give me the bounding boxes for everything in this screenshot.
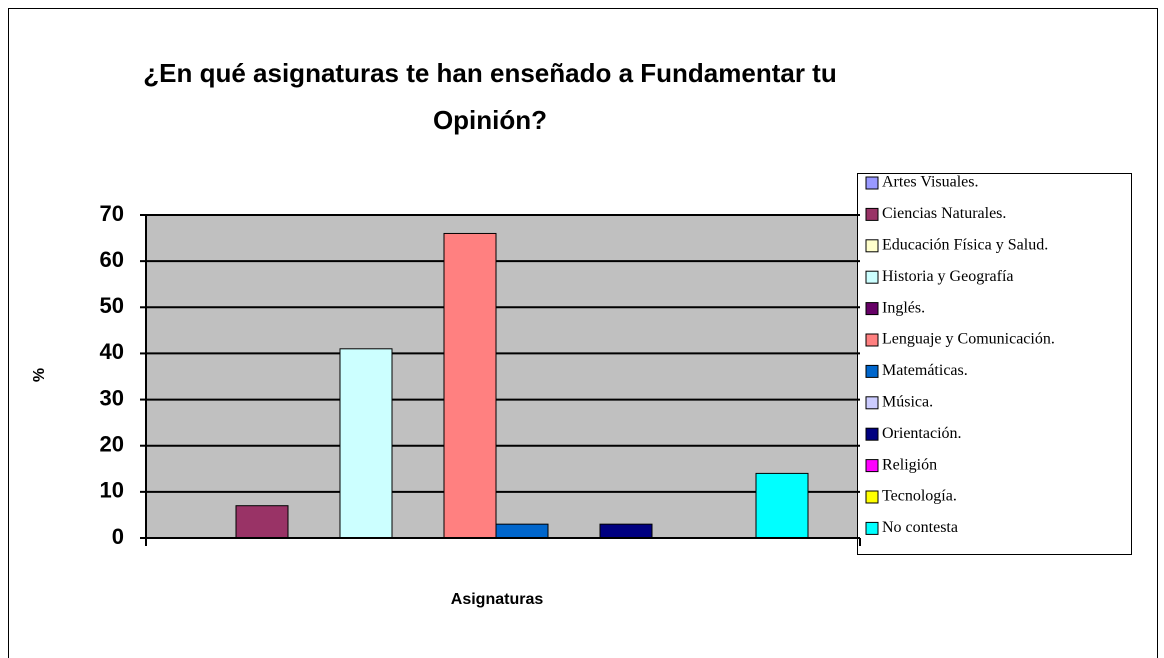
plot-area — [146, 215, 860, 538]
legend-label: Orientación. — [882, 425, 962, 442]
y-tick-label: 60 — [100, 247, 124, 272]
legend-label: Matemáticas. — [882, 362, 968, 379]
legend-box — [857, 173, 1132, 555]
y-tick-label: 10 — [100, 478, 124, 503]
x-axis-label: Asignaturas — [451, 591, 544, 608]
legend-label: Religión — [882, 456, 937, 473]
y-tick-label: 70 — [100, 201, 124, 226]
legend-label: Música. — [882, 393, 933, 410]
legend-swatch — [865, 239, 879, 253]
legend-label: Ciencias Naturales. — [882, 205, 1006, 222]
y-tick-label: 30 — [100, 385, 124, 410]
legend-swatch — [865, 490, 879, 504]
legend-swatch — [865, 427, 879, 441]
legend-label: No contesta — [882, 519, 958, 536]
legend-swatch — [865, 396, 879, 410]
legend-swatch — [865, 364, 879, 378]
y-tick-label: 20 — [100, 432, 124, 457]
legend-label: Educación Física y Salud. — [882, 236, 1048, 253]
legend-swatch — [865, 302, 879, 316]
legend-swatch — [865, 333, 879, 347]
legend-label: Tecnología. — [882, 488, 957, 505]
legend-swatch — [865, 521, 879, 535]
y-axis-label: % — [31, 368, 48, 382]
bar — [755, 472, 809, 539]
legend-label: Inglés. — [882, 299, 925, 316]
legend-swatch — [865, 270, 879, 284]
legend-label: Artes Visuales. — [882, 174, 979, 191]
bar — [495, 523, 549, 539]
legend-label: Lenguaje y Comunicación. — [882, 331, 1055, 348]
bar — [339, 348, 393, 539]
legend-swatch — [865, 176, 879, 190]
chart-border — [8, 8, 1158, 658]
chart-title: ¿En qué asignaturas te han enseñado a Fu… — [143, 58, 837, 135]
y-tick-label: 0 — [112, 524, 124, 549]
bar — [443, 232, 497, 539]
bar — [599, 523, 653, 539]
legend-swatch — [865, 207, 879, 221]
legend-swatch — [865, 459, 879, 473]
y-tick-label: 40 — [100, 339, 124, 364]
legend-label: Historia y Geografía — [882, 268, 1014, 285]
bar — [235, 505, 289, 539]
y-tick-label: 50 — [100, 293, 124, 318]
